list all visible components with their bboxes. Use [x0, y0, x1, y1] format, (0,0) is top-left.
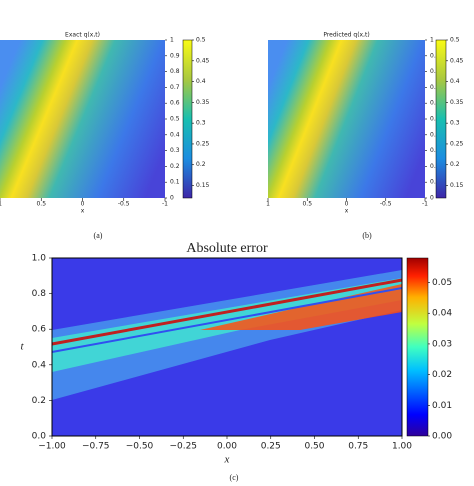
y-tick-label: 0.4: [430, 131, 440, 138]
y-tick-label: 0: [170, 195, 174, 202]
colorbar-tick-label: 0.04: [432, 309, 452, 319]
colorbar-tick-label: 0.4: [450, 78, 460, 85]
colorbar-tick-label: 0.01: [432, 401, 452, 411]
x-tick-label: −0.50: [126, 442, 154, 452]
x-tick-label: 0: [345, 201, 349, 208]
colorbar-tick-label: 0.35: [196, 99, 210, 106]
colorbar-tick-label: 0.5: [450, 37, 460, 44]
colorbar-tick-label: 0.45: [450, 57, 464, 64]
colorbar-tick-label: 0.3: [196, 120, 206, 127]
y-tick-label: 0.6: [32, 325, 47, 335]
x-tick-label: 0.5: [302, 201, 312, 208]
colorbar-tick-label: 0.35: [450, 99, 464, 106]
colorbar: [435, 39, 447, 199]
x-tick-label: −1.00: [38, 442, 66, 452]
colorbar-tick-label: 0.2: [196, 161, 206, 168]
y-tick-label: 0.7: [170, 84, 180, 91]
error-line: [51, 287, 403, 353]
x-tick-label: -1: [422, 201, 428, 208]
heatmap-image: [268, 40, 425, 198]
error-heatmap: [51, 257, 403, 437]
y-tick-label: 1.0: [32, 254, 47, 264]
colorbar-tick-label: 0.15: [196, 182, 210, 189]
x-axis-label: x: [81, 208, 85, 215]
y-tick-label: 0.4: [32, 360, 47, 370]
colorbar-tick-label: 0.02: [432, 370, 452, 380]
colorbar-tick-label: 0.15: [450, 182, 464, 189]
y-tick-label: 0.2: [430, 163, 440, 170]
x-tick-label: 0.00: [217, 442, 237, 452]
y-tick-label: 0.6: [170, 100, 180, 107]
chart-title: Predicted q(x,t): [323, 32, 369, 39]
y-tick-label: 0.5: [170, 116, 180, 123]
y-tick-label: 0.3: [170, 147, 180, 154]
chart-title: Exact q(x,t): [65, 32, 100, 39]
caption: (a): [94, 231, 103, 240]
colorbar: [182, 39, 193, 199]
y-tick-label: 1: [170, 37, 174, 44]
x-tick-label: 0.25: [261, 442, 281, 452]
y-tick-label: 0.1: [170, 179, 180, 186]
x-axis-label: x: [345, 208, 349, 215]
colorbar-tick-label: 0.25: [196, 140, 210, 147]
colorbar-tick-label: 0.4: [196, 78, 206, 85]
x-tick-label: 1: [0, 201, 2, 208]
y-tick-label: 0.8: [170, 68, 180, 75]
y-tick-label: 0.6: [430, 100, 440, 107]
colorbar-tick-label: 0.03: [432, 339, 452, 349]
heatmap-image: [0, 40, 165, 198]
y-tick-label: 0.4: [170, 131, 180, 138]
y-tick-label: 0.5: [430, 116, 440, 123]
y-tick-label: 0.8: [430, 68, 440, 75]
y-tick-label: 1: [430, 37, 434, 44]
x-tick-label: −0.75: [82, 442, 110, 452]
x-tick-label: -0.5: [118, 201, 130, 208]
y-tick-label: 0.9: [170, 52, 180, 59]
x-axis-label: x: [224, 454, 230, 466]
y-tick-label: 0.8: [32, 289, 47, 299]
colorbar-tick-label: 0.45: [196, 57, 210, 64]
colorbar-tick-label: 0.3: [450, 120, 460, 127]
error-line: [51, 278, 403, 346]
y-axis-label: t: [20, 341, 24, 353]
y-tick-label: 0.2: [170, 163, 180, 170]
y-tick-label: 0.3: [430, 147, 440, 154]
colorbar-tick-label: 0.5: [196, 37, 206, 44]
y-tick-label: 0: [430, 195, 434, 202]
caption: (c): [230, 473, 239, 482]
y-tick-label: 0.1: [430, 179, 440, 186]
colorbar-tick-label: 0.2: [450, 161, 460, 168]
y-tick-label: 0.7: [430, 84, 440, 91]
x-tick-label: 1.00: [392, 442, 412, 452]
y-tick-label: 0.9: [430, 52, 440, 59]
colorbar-tick-label: 0.05: [432, 278, 452, 288]
x-tick-label: 1: [266, 201, 270, 208]
x-tick-label: −0.25: [169, 442, 197, 452]
y-tick-label: 0.2: [32, 396, 46, 406]
x-tick-label: 0.75: [348, 442, 368, 452]
x-tick-label: 0.50: [304, 442, 324, 452]
colorbar: [406, 257, 429, 437]
x-tick-label: 0: [81, 201, 85, 208]
y-tick-label: 0.0: [32, 432, 47, 442]
colorbar-tick-label: 0.25: [450, 140, 464, 147]
chart-title: Absolute error: [186, 241, 268, 256]
x-tick-label: -1: [162, 201, 168, 208]
x-tick-label: 0.5: [36, 201, 46, 208]
colorbar-tick-label: 0.00: [432, 432, 452, 442]
x-tick-label: -0.5: [380, 201, 392, 208]
caption: (b): [362, 231, 372, 240]
